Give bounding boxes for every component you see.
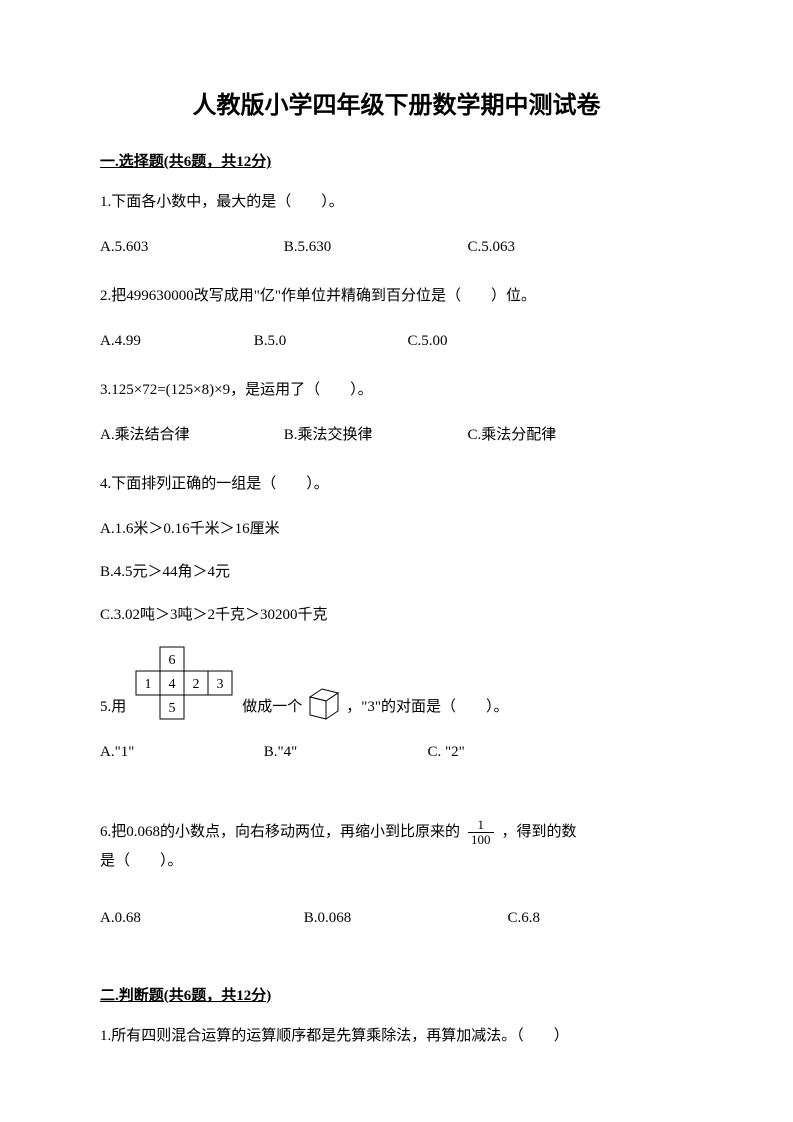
q3-opt-b: B.乘法交换律	[284, 422, 464, 449]
s2-q1-text: 1.所有四则混合运算的运算顺序都是先算乘除法，再算加减法。（ ）	[100, 1023, 693, 1050]
fraction-numerator: 1	[468, 818, 494, 833]
section1-header: 一.选择题(共6题，共12分)	[100, 150, 693, 171]
page-title: 人教版小学四年级下册数学期中测试卷	[100, 85, 693, 120]
q3-opt-a: A.乘法结合律	[100, 422, 280, 449]
q5-container: 5.用 6 1 4 2 3 5 做成一个 ，"3"的对面是（ ）。	[100, 645, 693, 721]
q6-opt-c: C.6.8	[508, 905, 658, 932]
q2-opt-a: A.4.99	[100, 328, 250, 355]
q4-opt-a: A.1.6米＞0.16千米＞16厘米	[100, 516, 693, 543]
q4-text: 4.下面排列正确的一组是（ ）。	[100, 471, 693, 498]
q6-line2: 是（ ）。	[100, 848, 693, 875]
q5-prefix: 5.用	[100, 694, 126, 721]
q3-text: 3.125×72=(125×8)×9，是运用了（ ）。	[100, 377, 693, 404]
svg-text:6: 6	[169, 653, 176, 668]
section2-header: 二.判断题(共6题，共12分)	[100, 984, 693, 1005]
q5-opt-c: C. "2"	[428, 739, 578, 766]
q6-opt-a: A.0.68	[100, 905, 300, 932]
svg-text:4: 4	[169, 677, 176, 692]
q1-opt-a: A.5.603	[100, 234, 280, 261]
q2-options: A.4.99 B.5.0 C.5.00	[100, 328, 693, 355]
fraction-1-100: 1 100	[468, 818, 494, 848]
q4-opt-b: B.4.5元＞44角＞4元	[100, 559, 693, 586]
q1-opt-b: B.5.630	[284, 234, 464, 261]
q2-opt-b: B.5.0	[254, 328, 404, 355]
q5-options: A."1" B."4" C. "2"	[100, 739, 693, 766]
svg-text:2: 2	[193, 677, 200, 692]
cube-net-diagram: 6 1 4 2 3 5	[134, 645, 234, 721]
q5-mid: 做成一个	[242, 694, 302, 721]
q5-opt-a: A."1"	[100, 739, 260, 766]
q5-opt-b: B."4"	[264, 739, 424, 766]
q6-line1: 6.把0.068的小数点，向右移动两位，再缩小到比原来的 1 100 ，得到的数	[100, 818, 693, 848]
q1-options: A.5.603 B.5.630 C.5.063	[100, 234, 693, 261]
svg-text:1: 1	[145, 677, 152, 692]
q2-text: 2.把499630000改写成用"亿"作单位并精确到百分位是（ ）位。	[100, 283, 693, 310]
q6-opt-b: B.0.068	[304, 905, 504, 932]
q6-pre: 6.把0.068的小数点，向右移动两位，再缩小到比原来的	[100, 819, 460, 846]
q5-suffix: ，"3"的对面是（ ）。	[346, 694, 508, 721]
q2-opt-c: C.5.00	[408, 328, 558, 355]
q3-opt-c: C.乘法分配律	[468, 422, 618, 449]
q4-opt-c: C.3.02吨＞3吨＞2千克＞30200千克	[100, 602, 693, 629]
svg-text:5: 5	[169, 701, 176, 716]
fraction-denominator: 100	[468, 833, 494, 847]
cube-icon	[306, 685, 342, 721]
q1-opt-c: C.5.063	[468, 234, 618, 261]
q6-options: A.0.68 B.0.068 C.6.8	[100, 905, 693, 932]
q1-text: 1.下面各小数中，最大的是（ ）。	[100, 189, 693, 216]
svg-text:3: 3	[217, 677, 224, 692]
q3-options: A.乘法结合律 B.乘法交换律 C.乘法分配律	[100, 422, 693, 449]
q6-post: ，得到的数	[502, 819, 577, 846]
